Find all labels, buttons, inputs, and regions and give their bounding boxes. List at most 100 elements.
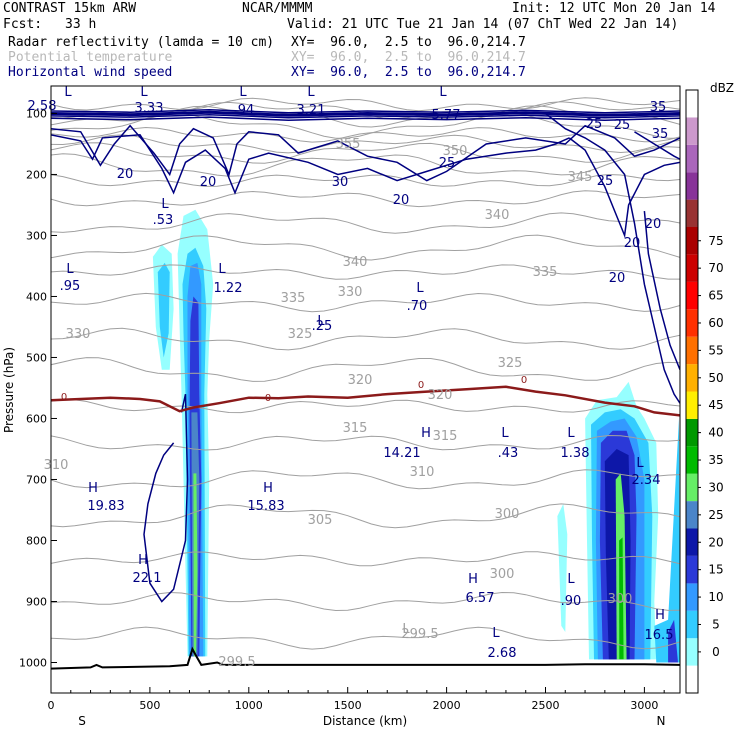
- x-tick-label: 2000: [433, 699, 461, 712]
- extremum-value: 14.21: [383, 446, 420, 461]
- extremum-value: 2.34: [632, 473, 661, 488]
- colorbar-label: 70: [708, 261, 723, 275]
- theta-contour: [51, 591, 680, 612]
- extremum-marker-l: L: [501, 426, 509, 441]
- model-title: CONTRAST 15km ARW: [3, 1, 137, 16]
- terrain-profile: [51, 646, 680, 670]
- extremum-marker-l: L: [567, 572, 575, 587]
- extremum-value: .53: [153, 213, 174, 228]
- field-name-reflectivity: Radar reflectivity (lamda = 10 cm): [8, 35, 275, 50]
- extremum-value: 15.83: [247, 499, 284, 514]
- theta-contour: [51, 551, 680, 567]
- theta-extremum-marker: L: [402, 622, 410, 637]
- wind-contour: [51, 134, 570, 195]
- colorbar-label: 55: [708, 343, 723, 357]
- zero-label: 0: [521, 375, 527, 386]
- colorbar-label: 65: [708, 289, 723, 303]
- x-tick-label: 1000: [235, 699, 263, 712]
- wind-speed-contours: [51, 109, 680, 603]
- colorbar-label: 35: [708, 453, 723, 467]
- y-tick-label: 200: [26, 168, 47, 181]
- extremum-value: .90: [561, 594, 582, 609]
- theta-label: 315: [343, 421, 368, 436]
- extremum-marker-l: L: [64, 85, 72, 100]
- south-label: S: [78, 714, 86, 728]
- colorbar-swatch: [686, 556, 698, 584]
- wind-label: 20: [200, 175, 217, 190]
- wind-label: 20: [624, 236, 641, 251]
- forecast-label: Fcst:: [3, 17, 43, 32]
- extremum-marker-l: L: [66, 262, 74, 277]
- extremum-marker-l: L: [567, 426, 575, 441]
- axes: 0 500 1000 1500 2000 2500 30001002003004005006…: [19, 107, 665, 712]
- colorbar-swatch: [686, 364, 698, 392]
- freezing-level-contour: [51, 385, 680, 417]
- y-tick-label: 600: [26, 412, 47, 425]
- extremum-marker-l: L: [636, 456, 644, 471]
- theta-contour: [51, 357, 680, 382]
- theta-contour: [51, 626, 680, 650]
- extremum-marker-l: L: [307, 85, 315, 100]
- colorbar-label: 60: [708, 316, 723, 330]
- colorbar-label: 20: [708, 535, 723, 549]
- wind-contour: [568, 137, 680, 239]
- colorbar: dBZ 0 5 10 15 20 25 30 35 40 45 50 55 60 65 70 75: [685, 81, 734, 694]
- zero-label: 0: [265, 393, 271, 404]
- wind-label: 25: [439, 156, 456, 171]
- colorbar-swatch: [686, 254, 698, 282]
- colorbar-swatch: [686, 227, 698, 255]
- extremum-marker-h: H: [138, 553, 148, 568]
- theta-contour: [51, 327, 680, 351]
- colorbar-label: 25: [708, 508, 723, 522]
- field-xy-theta: XY= 96.0, 2.5 to 96.0,214.7: [291, 50, 526, 65]
- field-name-theta: Potential temperature: [8, 50, 173, 65]
- colorbar-label: 0: [712, 645, 720, 659]
- wind-contour: [634, 131, 680, 160]
- colorbar-unit: dBZ: [710, 81, 734, 95]
- terrain-line: [51, 646, 680, 670]
- theta-label: 325: [288, 327, 313, 342]
- theta-label: 325: [498, 356, 523, 371]
- extremum-value: .25: [312, 319, 333, 334]
- theta-contour: [51, 97, 680, 112]
- colorbar-swatch: [686, 144, 698, 173]
- theta-contour: [51, 173, 680, 187]
- theta-contour: [51, 503, 680, 529]
- wind-label: 25: [597, 174, 614, 189]
- extremum-value: .95: [60, 279, 81, 294]
- theta-label: 340: [343, 255, 368, 270]
- x-tick-label: 1500: [334, 699, 362, 712]
- theta-label: 335: [281, 291, 306, 306]
- extremum-marker-h: H: [655, 608, 665, 623]
- theta-contour: [51, 434, 680, 451]
- theta-contour: [51, 142, 680, 164]
- colorbar-swatch: [686, 583, 698, 611]
- y-axis-title: Pressure (hPa): [2, 347, 16, 433]
- wind-contour: [51, 113, 680, 119]
- wind-label: 25: [614, 118, 631, 133]
- extremum-marker-l: L: [140, 85, 148, 100]
- colorbar-label: 40: [708, 426, 723, 440]
- x-tick-label: 3000: [630, 699, 658, 712]
- north-label: N: [657, 714, 666, 728]
- zero-label: 0: [61, 392, 67, 403]
- extremum-marker-h: H: [468, 572, 478, 587]
- theta-contour: [51, 469, 680, 490]
- colorbar-label: 5: [712, 617, 720, 631]
- x-axis-title: Distance (km): [323, 714, 407, 728]
- theta-contour: [51, 190, 680, 208]
- theta-label: 310: [410, 465, 435, 480]
- wind-label: 25: [586, 117, 603, 132]
- wind-contour: [643, 211, 680, 370]
- wind-label: 20: [117, 167, 134, 182]
- theta-label: 320: [428, 388, 453, 403]
- theta-contour: [51, 234, 680, 261]
- theta-label: 300: [490, 567, 515, 582]
- wind-label: 35: [652, 127, 669, 142]
- colorbar-swatch: [686, 610, 698, 639]
- extremum-value: 2.58: [28, 99, 57, 114]
- wind-contour: [545, 112, 680, 404]
- contour-labels: 20 20 30 25 20 25 20 20 20 25 25 35 35 355 350 345 340 34…: [28, 85, 674, 670]
- theta-label: 305: [308, 513, 333, 528]
- extremum-marker-l: L: [218, 262, 226, 277]
